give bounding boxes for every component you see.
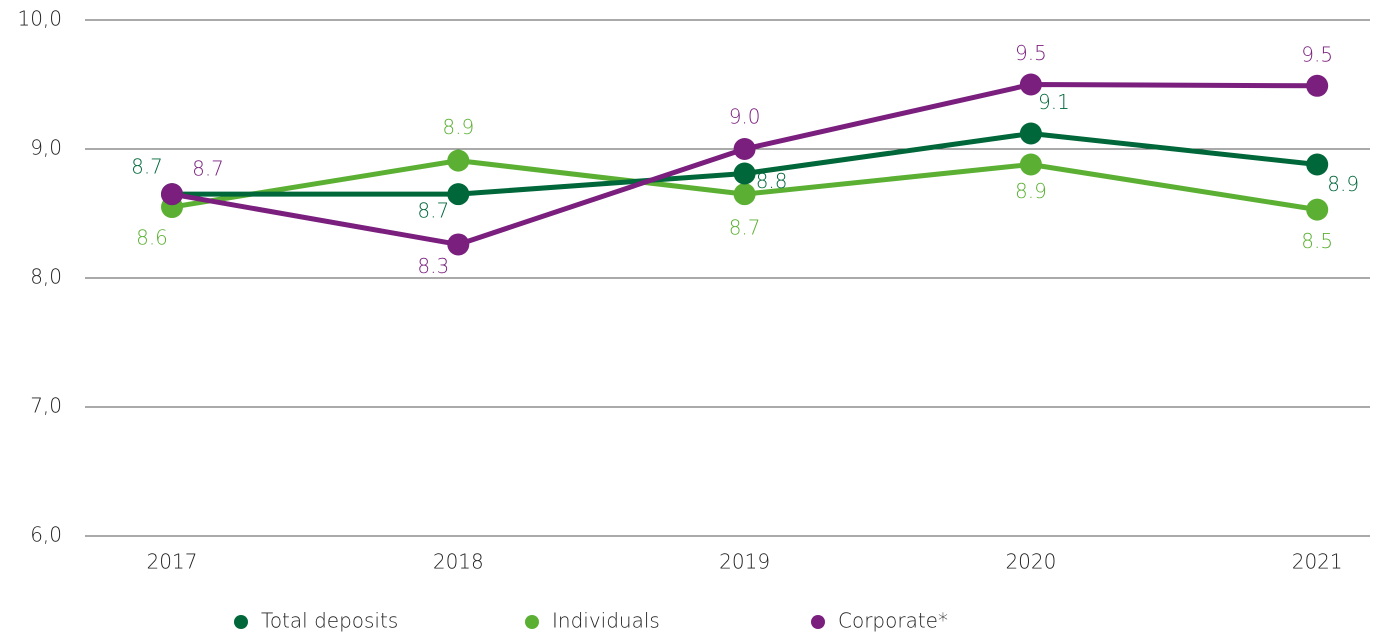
data-label: 8.7 — [192, 157, 224, 181]
legend-item: Corporate* — [811, 609, 948, 633]
point — [1019, 153, 1042, 176]
x-tick-label: 2021 — [1292, 550, 1343, 574]
data-label: 9.5 — [1301, 42, 1333, 66]
y-tick-label: 9,0 — [30, 136, 62, 160]
data-label: 9.0 — [729, 105, 761, 129]
point — [733, 162, 756, 185]
x-tick-label: 2020 — [1005, 550, 1056, 574]
point — [733, 183, 756, 206]
point — [733, 138, 756, 160]
data-label: 8.9 — [1015, 179, 1047, 203]
legend-swatch — [811, 615, 825, 629]
y-tick-label: 6,0 — [30, 523, 62, 547]
legend-label: Total deposits — [261, 609, 398, 633]
point — [447, 233, 470, 256]
data-label: 8.7 — [729, 216, 761, 240]
x-tick-label: 2018 — [433, 550, 484, 574]
point — [1306, 153, 1329, 176]
point — [447, 183, 470, 206]
legend-item: Individuals — [525, 609, 660, 633]
data-label: 9.1 — [1038, 90, 1070, 114]
data-label: 8.9 — [1327, 172, 1359, 196]
legend-item: Total deposits — [234, 609, 398, 633]
point — [161, 183, 183, 206]
y-tick-label: 10,0 — [17, 7, 62, 31]
data-label: 8.8 — [756, 169, 788, 193]
legend-label: Corporate* — [838, 609, 948, 633]
data-label: 8.7 — [131, 155, 163, 179]
y-tick-label: 7,0 — [30, 394, 62, 418]
legend-label: Individuals — [552, 609, 660, 633]
point — [1019, 122, 1042, 145]
point — [447, 149, 470, 172]
data-label: 8.5 — [1301, 229, 1333, 253]
point — [1019, 73, 1042, 96]
point — [1306, 74, 1329, 97]
data-label: 8.6 — [136, 226, 168, 250]
legend-swatch — [525, 615, 539, 629]
x-tick-label: 2017 — [147, 550, 198, 574]
data-label: 8.7 — [417, 199, 449, 223]
data-label: 9.5 — [1015, 41, 1047, 65]
point — [1306, 198, 1329, 221]
x-tick-label: 2019 — [719, 550, 770, 574]
legend-swatch — [234, 615, 248, 629]
data-label: 8.9 — [442, 115, 474, 139]
data-label: 8.3 — [417, 254, 449, 278]
y-tick-label: 8,0 — [30, 265, 62, 289]
